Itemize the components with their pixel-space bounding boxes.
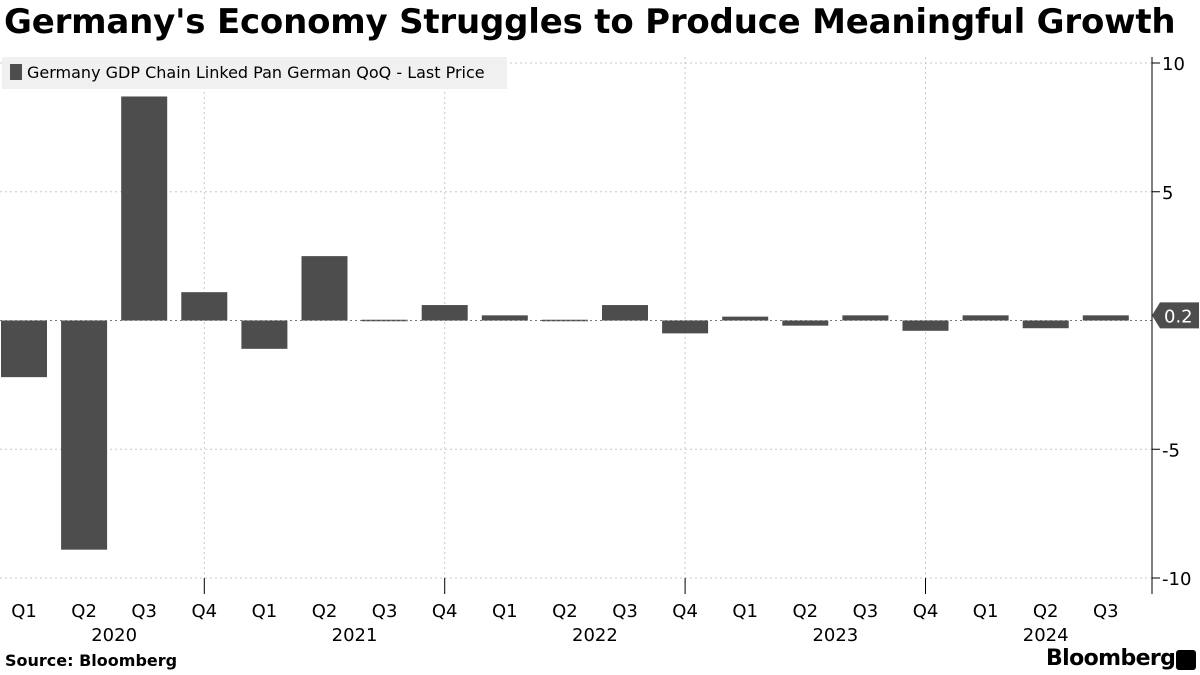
y-tick-label: -5 — [1162, 440, 1180, 461]
x-year-label: 2022 — [572, 625, 618, 646]
bar-q4-2020 — [181, 292, 228, 321]
x-quarter-label: Q1 — [11, 601, 37, 622]
bar-q2-2024 — [1022, 320, 1069, 329]
x-quarter-label: Q4 — [191, 601, 217, 622]
x-year-label: 2020 — [91, 625, 137, 646]
y-axis-labels: 10 5 -5 -10 — [1162, 54, 1191, 590]
bar-q3-2020 — [121, 96, 168, 321]
bloomberg-terminal-icon — [1176, 650, 1196, 670]
x-quarter-label: Q4 — [432, 601, 458, 622]
axes: 0.2 — [0, 57, 1199, 594]
x-quarter-label: Q4 — [672, 601, 698, 622]
bloomberg-logo: Bloomberg — [1046, 646, 1176, 671]
x-year-label: 2023 — [812, 625, 858, 646]
x-quarter-label: Q2 — [312, 601, 338, 622]
x-quarter-label: Q2 — [71, 601, 97, 622]
bar-q2-2022 — [541, 319, 588, 322]
bar-q3-2022 — [602, 305, 648, 321]
x-axis-labels: Q1 Q2 Q3 Q4 Q1 Q2 Q3 Q4 Q1 Q2 Q3 Q4 Q1 Q2 Q3 Q4 Q1 Q2 Q3 20… — [11, 601, 1118, 646]
y-tick-label: 10 — [1162, 54, 1185, 75]
bar-q1-2020 — [1, 320, 47, 378]
x-quarter-label: Q1 — [973, 601, 999, 622]
x-quarter-label: Q2 — [1033, 601, 1059, 622]
chart-title: Germany's Economy Struggles to Produce M… — [4, 2, 1176, 42]
bar-q1-2021 — [241, 320, 288, 349]
legend-background — [2, 57, 507, 89]
x-quarter-label: Q4 — [913, 601, 939, 622]
bar-q1-2024 — [962, 315, 1009, 321]
bar-q2-2020 — [61, 320, 108, 550]
bar-q3-2021 — [361, 319, 408, 322]
y-tick-label: -10 — [1162, 569, 1191, 590]
x-quarter-label: Q3 — [1093, 601, 1119, 622]
legend: Germany GDP Chain Linked Pan German QoQ … — [2, 57, 507, 89]
y-tick-label: 5 — [1162, 183, 1173, 204]
bars — [1, 96, 1129, 550]
legend-swatch — [10, 64, 22, 80]
bar-q3-2024 — [1082, 315, 1129, 321]
x-quarter-label: Q1 — [492, 601, 518, 622]
x-quarter-label: Q3 — [612, 601, 638, 622]
x-quarter-label: Q1 — [732, 601, 758, 622]
legend-label: Germany GDP Chain Linked Pan German QoQ … — [27, 63, 485, 82]
x-year-label: 2024 — [1023, 625, 1069, 646]
bar-q3-2023 — [842, 315, 889, 321]
bar-q4-2023 — [902, 320, 949, 331]
bar-q4-2022 — [662, 320, 709, 334]
source-note: Source: Bloomberg — [5, 651, 178, 670]
x-quarter-label: Q1 — [252, 601, 278, 622]
x-year-label: 2021 — [332, 625, 378, 646]
last-value-callout — [1152, 302, 1199, 329]
x-quarter-label: Q2 — [552, 601, 578, 622]
x-quarter-label: Q2 — [792, 601, 818, 622]
bar-q4-2021 — [421, 305, 468, 321]
x-quarter-label: Q3 — [372, 601, 398, 622]
x-quarter-label: Q3 — [131, 601, 157, 622]
bar-q1-2023 — [722, 316, 769, 321]
bar-q2-2023 — [782, 320, 829, 326]
bar-q1-2022 — [481, 315, 528, 321]
bar-q2-2021 — [301, 256, 348, 321]
x-quarter-label: Q3 — [853, 601, 879, 622]
last-value-label: 0.2 — [1164, 306, 1193, 327]
